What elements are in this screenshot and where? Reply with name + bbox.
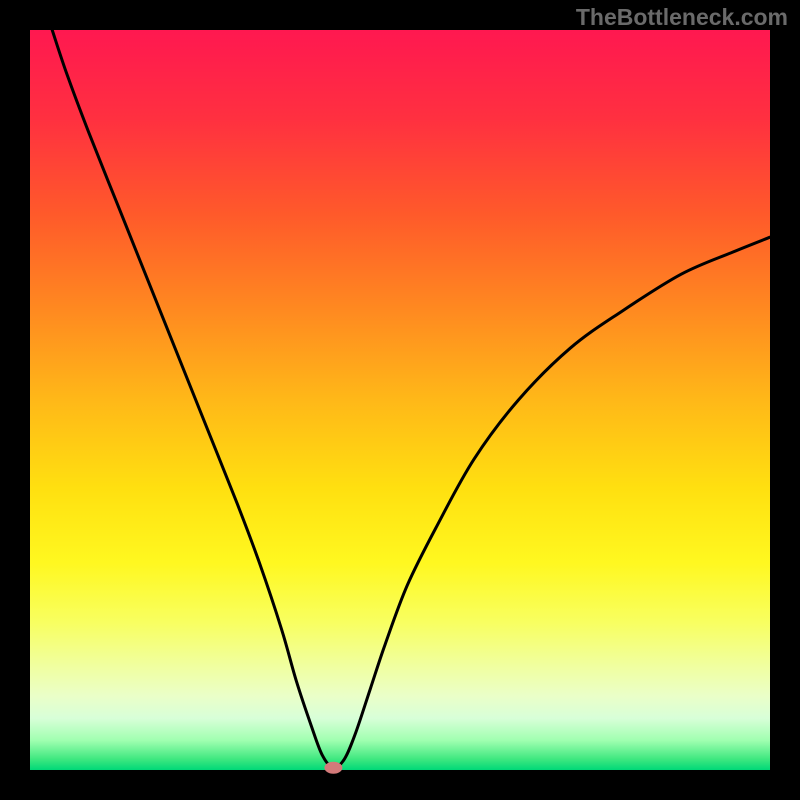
watermark-text: TheBottleneck.com	[576, 4, 788, 31]
gradient-background	[30, 30, 770, 770]
optimal-marker	[324, 762, 342, 774]
bottleneck-chart	[0, 0, 800, 800]
chart-root: { "watermark": { "text": "TheBottleneck.…	[0, 0, 800, 800]
